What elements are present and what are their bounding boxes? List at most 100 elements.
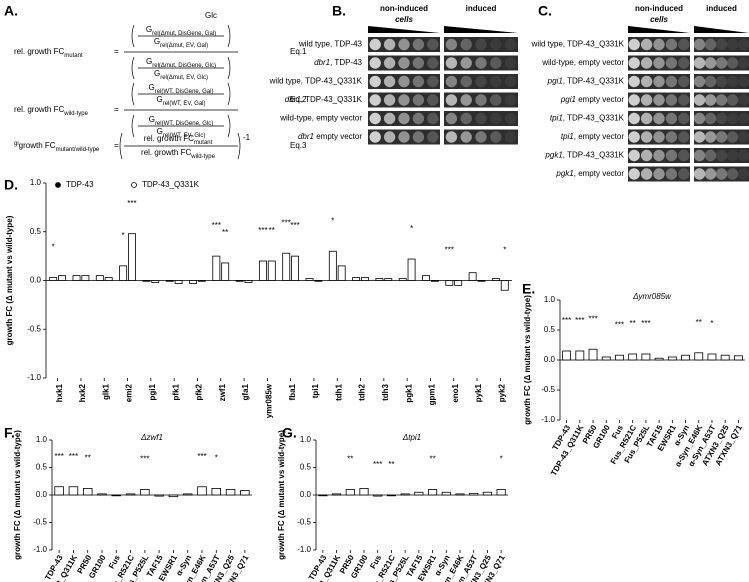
gene-name: pgi1 bbox=[560, 95, 576, 104]
significance: *** bbox=[290, 221, 299, 230]
row-text: , TDP-43_Q331K bbox=[301, 95, 363, 104]
colony-spot bbox=[704, 57, 717, 69]
bar bbox=[482, 491, 492, 496]
row-text: , empty vector bbox=[574, 132, 625, 141]
bar bbox=[384, 278, 393, 281]
term-subscript: rel(Δmut, EV, Glc) bbox=[160, 75, 208, 81]
colony-spot bbox=[445, 57, 458, 69]
colony-spot bbox=[653, 75, 665, 88]
colony-spot bbox=[504, 38, 517, 51]
significance: *** bbox=[615, 320, 624, 329]
bar bbox=[221, 262, 230, 281]
bar bbox=[165, 280, 174, 282]
bar bbox=[154, 494, 164, 497]
x-tick-label: pgk1 bbox=[404, 383, 413, 402]
significance: *** bbox=[69, 452, 78, 461]
colony-spot bbox=[369, 57, 381, 69]
lhs-text: rel. growth FC bbox=[14, 47, 64, 56]
equation-lhs: gigrowth FCmutant/wild-type bbox=[14, 141, 100, 153]
significance: * bbox=[331, 216, 334, 225]
colony-spot bbox=[665, 168, 678, 180]
bar bbox=[314, 280, 323, 282]
colony-spot bbox=[715, 57, 728, 69]
colony-spot bbox=[412, 75, 425, 88]
significance: *** bbox=[140, 455, 149, 464]
x-tick-label: zwf1 bbox=[218, 383, 227, 401]
bar bbox=[400, 493, 410, 496]
colony-spot bbox=[460, 94, 472, 106]
term-symbol: G bbox=[149, 115, 155, 124]
colony-spot bbox=[383, 112, 396, 125]
term-subscript: rel(Δmut, DisGene, Glc) bbox=[152, 63, 216, 69]
colony-spot bbox=[460, 57, 472, 69]
significance: *** bbox=[373, 460, 382, 469]
paren bbox=[131, 24, 135, 48]
significance: * bbox=[710, 319, 713, 328]
dilution-wedge bbox=[444, 26, 518, 33]
colony-spot bbox=[383, 131, 396, 143]
paren bbox=[131, 56, 135, 80]
bar bbox=[244, 280, 253, 283]
term-symbol: G bbox=[156, 95, 162, 104]
header-sub: cells bbox=[650, 15, 668, 24]
colony-spot bbox=[383, 94, 396, 106]
spot-background bbox=[444, 74, 518, 89]
x-tick-label: pyk1 bbox=[474, 383, 483, 402]
paren bbox=[227, 114, 231, 138]
colony-spot bbox=[628, 75, 640, 88]
bar bbox=[454, 280, 463, 286]
y-tick-label: -1.0 bbox=[27, 373, 41, 382]
bar bbox=[681, 354, 690, 361]
colony-spot bbox=[369, 112, 381, 125]
colony-spot bbox=[490, 75, 502, 88]
colony-spot bbox=[653, 94, 665, 106]
bar bbox=[428, 489, 438, 496]
bar bbox=[337, 265, 346, 281]
colony-spot bbox=[628, 112, 640, 125]
y-tick-label: -1.0 bbox=[541, 415, 555, 424]
colony-spot bbox=[628, 94, 640, 106]
x-tick-label: eno1 bbox=[451, 383, 460, 402]
x-tick-label: tdh2 bbox=[358, 383, 367, 400]
column-header: Glc bbox=[205, 11, 217, 20]
x-tick-label: tpi1 bbox=[311, 383, 320, 398]
significance: *** bbox=[588, 314, 597, 323]
colony-spot bbox=[475, 94, 487, 106]
colony-spot bbox=[693, 168, 706, 180]
bar bbox=[197, 280, 206, 282]
row-text: wild type, TDP-43_Q331K bbox=[531, 40, 625, 49]
row-text: , TDP-43_Q331K bbox=[563, 151, 625, 160]
colony-spot bbox=[628, 57, 640, 69]
bar bbox=[151, 280, 160, 283]
bar bbox=[291, 255, 300, 281]
bar bbox=[455, 493, 465, 496]
x-tick-label: fba1 bbox=[288, 383, 297, 400]
x-tick-label: gfa1 bbox=[241, 383, 250, 400]
colony-spot bbox=[737, 131, 749, 143]
y-tick-label: 1.0 bbox=[36, 435, 48, 444]
bar bbox=[628, 353, 638, 361]
colony-spot bbox=[678, 168, 690, 180]
colony-spot bbox=[737, 168, 749, 180]
colony-spot bbox=[504, 75, 517, 88]
y-tick-label: 0.0 bbox=[30, 276, 42, 285]
colony-spot bbox=[490, 131, 502, 143]
colony-spot bbox=[640, 131, 653, 143]
legend-marker bbox=[55, 182, 61, 188]
colony-spot bbox=[475, 112, 487, 125]
bar bbox=[119, 265, 128, 281]
bar bbox=[562, 350, 572, 361]
header-sub: cells bbox=[395, 15, 413, 24]
x-tick-label: pgi1 bbox=[148, 383, 157, 400]
bar bbox=[49, 277, 58, 281]
relation: = bbox=[114, 141, 119, 150]
bar bbox=[422, 275, 430, 281]
bar bbox=[142, 280, 151, 282]
y-tick-label: -1.0 bbox=[33, 545, 47, 554]
term-subscript: rel(WT, DisGene, Gal) bbox=[155, 89, 214, 95]
spot-background bbox=[444, 111, 518, 126]
row-label: pgi1 empty vector bbox=[560, 95, 624, 104]
term-symbol: G bbox=[157, 127, 163, 136]
colony-spot bbox=[460, 38, 472, 51]
row-label: wild-type, empty vector bbox=[541, 58, 624, 67]
